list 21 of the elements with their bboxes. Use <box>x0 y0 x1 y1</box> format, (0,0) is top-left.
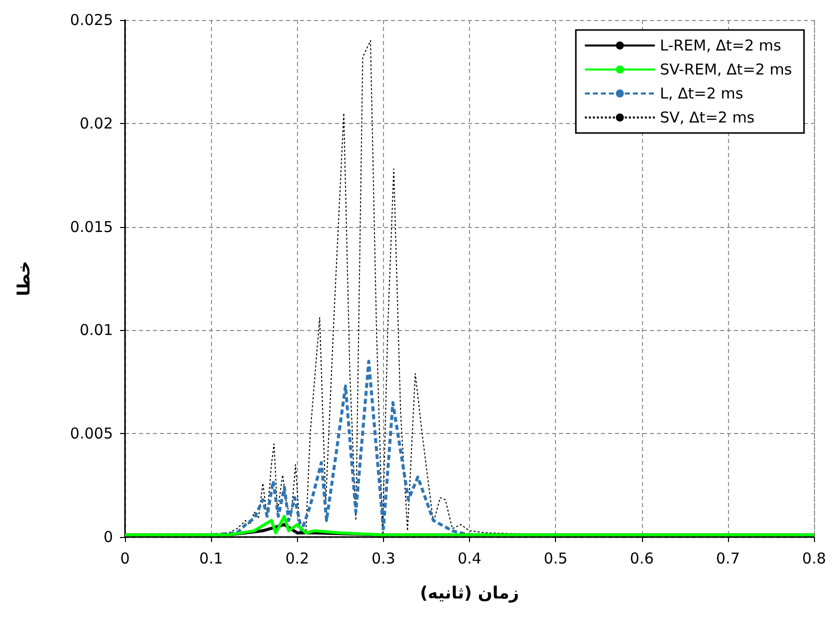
legend-label: SV, Δt=2 ms <box>660 108 755 126</box>
legend-label: L-REM, Δt=2 ms <box>660 36 782 54</box>
x-tick-label: 0.7 <box>716 550 740 568</box>
y-tick-label: 0.01 <box>80 321 113 340</box>
x-tick-label: 0.8 <box>802 550 826 568</box>
y-tick-label: 0.025 <box>70 11 113 29</box>
x-tick-label: 0.1 <box>199 550 224 568</box>
y-tick-label: 0 <box>103 528 113 546</box>
x-axis-title: زمان (ثانیه) <box>420 584 520 604</box>
y-tick-label: 0.015 <box>70 218 113 236</box>
x-tick-label: 0.4 <box>458 550 482 568</box>
x-tick-label: 0.5 <box>544 550 568 568</box>
x-tick-label: 0.3 <box>371 550 396 568</box>
legend-label: SV-REM, Δt=2 ms <box>660 60 792 78</box>
y-tick-label: 0.02 <box>80 114 113 132</box>
x-tick-label: 0.6 <box>630 550 654 568</box>
x-tick-label: 0 <box>120 550 130 568</box>
legend-label: L, Δt=2 ms <box>660 84 744 102</box>
x-tick-label: 0.2 <box>285 550 310 568</box>
y-axis-title: خطا <box>14 260 34 296</box>
y-tick-label: 0.005 <box>70 424 113 443</box>
